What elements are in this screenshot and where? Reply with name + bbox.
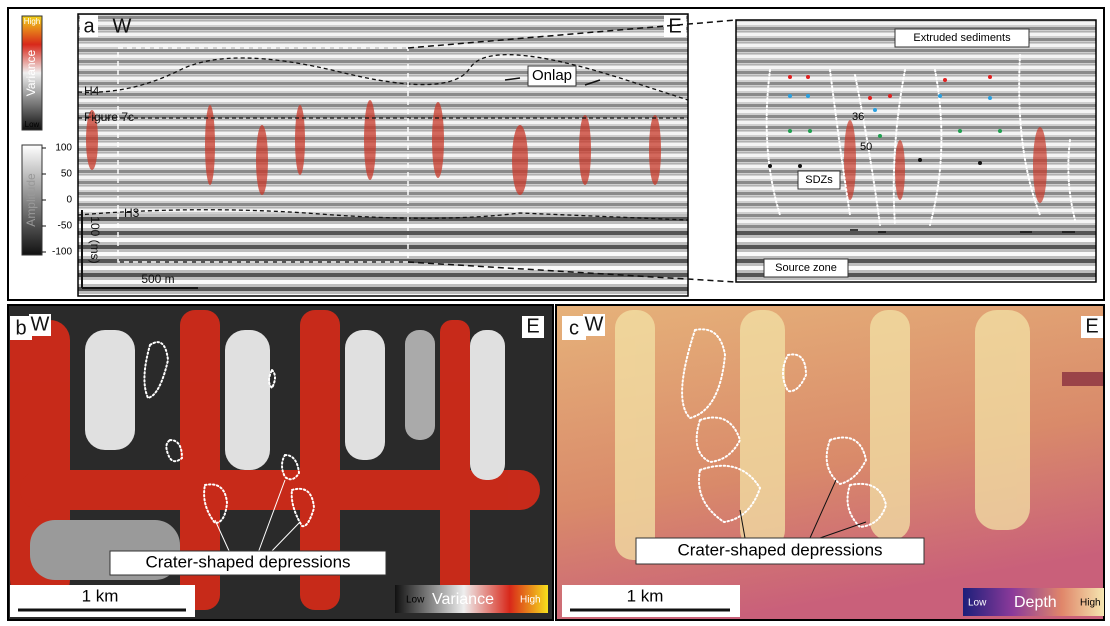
annotation: Onlap (532, 67, 572, 84)
legend-title: Depth (1014, 594, 1057, 611)
legend-low: Low (968, 598, 987, 609)
direction-east: E (1085, 315, 1098, 337)
vertical-scale: 100 (ms) (88, 216, 102, 263)
legend-high: High (1080, 598, 1101, 609)
legend-title: Variance (432, 591, 494, 608)
scale-label: 1 km (627, 586, 664, 605)
legend-low: Low (406, 595, 425, 606)
seismic-section (78, 14, 688, 296)
direction-west: W (585, 313, 604, 335)
legend-title: Amplitude (24, 173, 38, 227)
direction-east: E (526, 315, 539, 337)
panel-label: c (569, 317, 579, 339)
legend-title: Variance (24, 49, 38, 96)
annotation: 50 (860, 141, 872, 153)
tick-label: 100 (55, 143, 72, 154)
annotation: SDZs (805, 174, 833, 186)
panel-label: b (15, 317, 26, 339)
annotation: Crater-shaped depressions (145, 552, 350, 571)
annotation: 36 (852, 111, 864, 123)
scale-label: 1 km (82, 586, 119, 605)
tick-label: 50 (61, 169, 73, 180)
inset-section (736, 20, 1096, 282)
legend-high: High (520, 595, 541, 606)
legend-low: Low (25, 120, 40, 129)
horizon-label: H3 (124, 206, 140, 220)
horizon-label: H4 (84, 84, 100, 98)
tick-label: 0 (66, 195, 72, 206)
annotation: Source zone (775, 262, 837, 274)
annotation: Crater-shaped depressions (677, 540, 882, 559)
legend-high: High (24, 17, 40, 26)
annotation: Extruded sediments (913, 32, 1011, 44)
panel-label: a (83, 15, 95, 37)
horizon-label: Figure 7c (84, 110, 134, 124)
tick-label: -100 (52, 247, 72, 258)
direction-west: W (31, 313, 50, 335)
depth-map (556, 305, 1104, 620)
tick-label: -50 (58, 221, 73, 232)
direction-west: W (113, 15, 132, 37)
figure: High Low Variance Amplitude 100 50 0 -50 -10… (0, 0, 1110, 626)
horizontal-scale: 500 m (141, 272, 174, 286)
